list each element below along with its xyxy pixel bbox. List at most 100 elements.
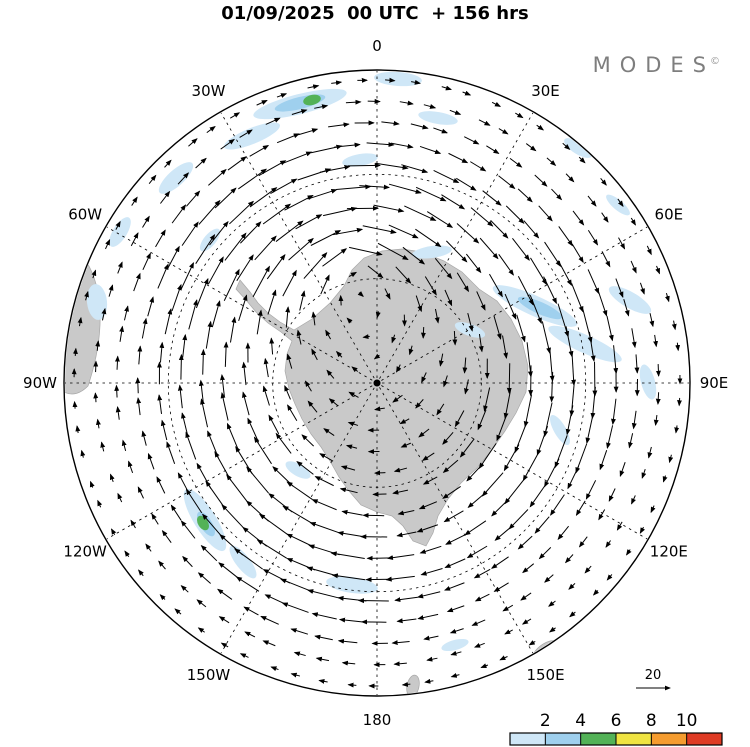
wind-arrow [479, 237, 499, 260]
wind-arrow [268, 493, 293, 513]
wind-arrow [117, 261, 123, 274]
wind-arrow [418, 428, 430, 438]
wind-arrow [147, 452, 155, 470]
wind-arrow [285, 306, 291, 328]
wind-arrow [401, 681, 411, 687]
wind-arrow [166, 441, 176, 465]
wind-arrow [114, 384, 120, 398]
wind-arrow [668, 454, 674, 464]
wind-arrow [498, 128, 509, 135]
precip-shading [564, 138, 592, 158]
wind-arrow [182, 333, 188, 358]
wind-arrow [357, 291, 364, 298]
wind-arrow [188, 138, 198, 147]
wind-arrow [121, 439, 127, 452]
wind-arrow [249, 187, 278, 208]
wind-arrow [502, 335, 509, 360]
wind-arrow [588, 331, 596, 362]
wind-arrow [630, 260, 637, 274]
wind-arrow [345, 99, 362, 105]
wind-arrow [541, 321, 551, 354]
wind-arrow [72, 400, 78, 409]
wind-arrow [276, 133, 300, 144]
wind-arrow [623, 299, 630, 317]
wind-arrow [499, 655, 508, 661]
wind-arrow [287, 404, 298, 422]
wind-arrow [266, 254, 286, 280]
wind-arrow [252, 265, 270, 298]
wind-arrow [151, 513, 159, 525]
wind-arrow [478, 119, 491, 126]
wind-arrow [411, 79, 421, 85]
wind-arrow [520, 592, 532, 601]
wind-arrow [471, 619, 486, 626]
colorbar-tick-label: 2 [540, 711, 551, 731]
wind-arrow [465, 253, 482, 274]
wind-arrow [269, 337, 275, 355]
wind-arrow [442, 486, 461, 499]
wind-arrow [201, 513, 222, 537]
longitude-label: 90W [23, 374, 57, 392]
wind-arrow [262, 385, 270, 406]
wind-arrow [218, 616, 230, 624]
wind-arrow [444, 558, 466, 568]
wind-arrow [549, 626, 556, 633]
wind-arrow [655, 265, 660, 275]
wind-arrow [320, 274, 330, 295]
wind-arrow [264, 594, 288, 606]
wind-arrow [416, 591, 441, 599]
wind-arrow [489, 273, 503, 298]
reference-vector: 20 [636, 668, 671, 691]
wind-arrow [207, 256, 224, 285]
precip-shading [285, 461, 311, 479]
wind-arrow [456, 272, 469, 293]
wind-arrow [206, 125, 216, 134]
wind-arrow [298, 128, 319, 136]
wind-arrow [521, 618, 532, 625]
wind-arrow [197, 572, 211, 584]
wind-arrow [111, 528, 117, 535]
wind-arrow [147, 296, 155, 317]
wind-arrow [307, 400, 318, 413]
wind-arrow [209, 220, 229, 246]
longitude-label: 150W [187, 666, 231, 684]
wind-arrow [454, 410, 465, 428]
colorbar-segment [580, 733, 616, 745]
wind-arrow [95, 340, 101, 351]
wind-arrow [262, 203, 292, 225]
wind-arrow [664, 292, 670, 303]
wind-arrow [530, 257, 547, 286]
wind-arrow [307, 589, 340, 599]
wind-arrow [217, 588, 233, 600]
wind-arrow [482, 190, 502, 206]
wind-arrow [470, 161, 487, 172]
wind-arrow [301, 434, 315, 447]
wind-arrow [558, 226, 573, 247]
wind-arrow [388, 224, 419, 239]
wind-arrow [517, 188, 533, 203]
wind-arrow [631, 328, 637, 349]
wind-arrow [549, 371, 555, 403]
wind-arrow [241, 361, 247, 386]
colorbar-tick-label: 10 [676, 711, 698, 731]
wind-arrow [456, 223, 480, 244]
precip-shading [374, 71, 422, 87]
wind-arrow [464, 136, 480, 145]
wind-arrow [498, 253, 514, 276]
wind-arrow [436, 403, 445, 416]
copyright-symbol: © [710, 56, 720, 67]
wind-arrow [367, 265, 384, 279]
longitude-label: 30E [531, 82, 560, 100]
wind-arrow [164, 159, 172, 168]
wind-arrow [226, 422, 240, 451]
wind-arrow [408, 345, 414, 356]
modes-logo-text: MODES [592, 53, 715, 77]
wind-arrow [272, 466, 294, 487]
precip-shading [342, 153, 378, 167]
wind-arrow [504, 293, 517, 320]
wind-arrow [459, 438, 475, 458]
wind-arrow [157, 394, 163, 415]
wind-arrow [136, 397, 142, 416]
wind-arrow [348, 391, 359, 398]
wind-arrow [236, 254, 254, 282]
